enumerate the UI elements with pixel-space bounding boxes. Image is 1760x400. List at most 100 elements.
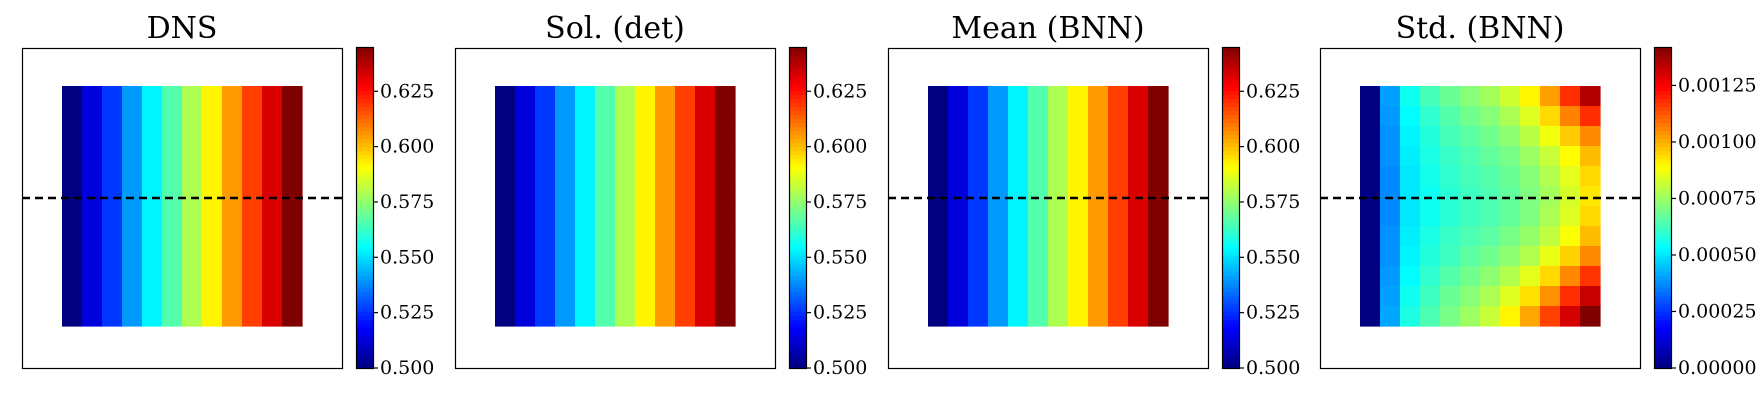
colorbar-segment: [1222, 279, 1239, 285]
heatmap-cell: [1028, 146, 1049, 167]
heatmap-cell: [1420, 286, 1441, 307]
colorbar-segment: [789, 175, 806, 181]
colorbar-segment: [1654, 127, 1671, 132]
colorbar-tick-label: 0.550: [813, 246, 867, 268]
colorbar-segment: [1654, 335, 1671, 341]
heatmap-cell: [928, 246, 949, 267]
colorbar-segment: [356, 271, 373, 277]
heatmap-cell: [1088, 186, 1109, 207]
colorbar-segment: [1222, 123, 1239, 128]
axes-frame: [887, 47, 1210, 370]
heatmap-cell: [1088, 106, 1109, 127]
heatmap-cell: [515, 306, 536, 327]
colorbar-segment: [356, 359, 373, 365]
colorbar-segment: [356, 343, 373, 349]
colorbar-tick-label: 0.600: [380, 136, 434, 158]
heatmap-cell: [1420, 266, 1441, 287]
colorbar-segment: [1654, 291, 1671, 297]
colorbar-segment: [356, 331, 373, 337]
heatmap-cell: [1580, 286, 1601, 307]
colorbar-segment: [1654, 203, 1671, 209]
colorbar-segment: [1222, 275, 1239, 281]
colorbar-segment: [789, 179, 806, 185]
colorbar-segment: [356, 339, 373, 345]
heatmap-cell: [1148, 246, 1169, 267]
heatmap-cell: [1380, 126, 1401, 147]
heatmap-cell: [1580, 206, 1601, 227]
colorbar-segment: [356, 147, 373, 152]
colorbar-segment: [789, 107, 806, 112]
heatmap-cell: [122, 206, 143, 227]
colorbar-segment: [1222, 227, 1239, 233]
heatmap-cell: [1068, 166, 1089, 187]
heatmap-cell: [102, 166, 123, 187]
heatmap-cell: [82, 186, 103, 207]
heatmap-cell: [495, 266, 516, 287]
colorbar-segment: [356, 255, 373, 261]
heatmap-cell: [222, 186, 243, 207]
heatmap-cell: [515, 286, 536, 307]
heatmap-cell: [615, 306, 636, 327]
heatmap-cell: [948, 306, 969, 327]
heatmap-cell: [635, 226, 656, 247]
heatmap-cell: [1460, 106, 1481, 127]
colorbar-segment: [1222, 295, 1239, 301]
colorbar-segment: [356, 319, 373, 325]
heatmap-cell: [675, 266, 696, 287]
heatmap-cell: [515, 186, 536, 207]
colorbar-segment: [1654, 191, 1671, 197]
heatmap-cell: [635, 206, 656, 227]
heatmap-cell: [1148, 206, 1169, 227]
heatmap-cell: [1380, 226, 1401, 247]
heatmap-cell: [1128, 306, 1149, 327]
heatmap-cell: [1400, 126, 1421, 147]
heatmap-cell: [988, 106, 1009, 127]
heatmap-cell: [655, 286, 676, 307]
heatmap-cell: [1400, 206, 1421, 227]
colorbar-segment: [1222, 79, 1239, 84]
heatmap-cell: [948, 226, 969, 247]
heatmap-cell: [515, 146, 536, 167]
heatmap-cell: [555, 306, 576, 327]
colorbar-segment: [356, 235, 373, 241]
heatmap-cell: [495, 166, 516, 187]
heatmap-cell: [1500, 126, 1521, 147]
heatmap-cell: [968, 166, 989, 187]
colorbar-segment: [1654, 319, 1671, 325]
heatmap-cell: [1420, 146, 1441, 167]
heatmap-cell: [1088, 286, 1109, 307]
colorbar-segment: [1654, 151, 1671, 156]
heatmap-cell: [635, 166, 656, 187]
colorbar-segment: [1654, 175, 1671, 181]
heatmap-cell: [142, 106, 163, 127]
heatmap-cell: [82, 86, 103, 107]
heatmap-cell: [282, 166, 303, 187]
colorbar-segment: [1222, 211, 1239, 217]
heatmap-cell: [1068, 126, 1089, 147]
heatmap-cell: [535, 266, 556, 287]
heatmap-cell: [1440, 86, 1461, 107]
heatmap-cell: [162, 106, 183, 127]
colorbar-segment: [356, 143, 373, 148]
heatmap-cell: [555, 126, 576, 147]
heatmap-cell: [535, 126, 556, 147]
heatmap-cell: [1460, 306, 1481, 327]
heatmap-cell: [82, 286, 103, 307]
colorbar-segment: [356, 175, 373, 181]
heatmap-cell: [1128, 206, 1149, 227]
colorbar-segment: [1222, 207, 1239, 213]
colorbar-segment: [1654, 207, 1671, 213]
heatmap-cell: [635, 146, 656, 167]
heatmap-cell: [715, 186, 736, 207]
heatmap-cell: [262, 246, 283, 267]
heatmap-cell: [162, 86, 183, 107]
heatmap-cell: [1560, 226, 1581, 247]
heatmap-cell: [1400, 306, 1421, 327]
colorbar-segment: [1222, 219, 1239, 225]
heatmap-cell: [1068, 106, 1089, 127]
heatmap-cell: [495, 186, 516, 207]
heatmap-cell: [675, 146, 696, 167]
heatmap-cell: [142, 226, 163, 247]
heatmap-cell: [695, 166, 716, 187]
